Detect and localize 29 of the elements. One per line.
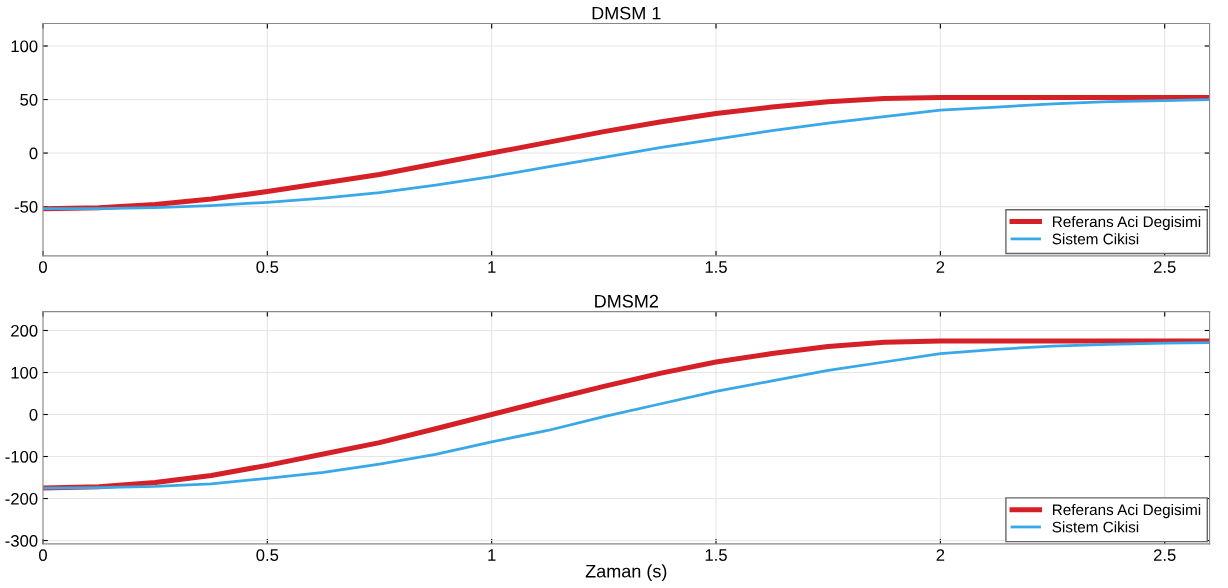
x-tick-label: 2.5 [1153, 549, 1176, 561]
x-tick-label: 0.5 [256, 549, 279, 561]
x-tick-label: 2 [936, 261, 945, 273]
legend-label: Sistem Cikisi [1052, 233, 1139, 245]
y-tick-label: 0 [29, 408, 38, 421]
y-tick-label: -300 [5, 534, 38, 547]
x-tick-label: 2 [936, 549, 945, 561]
chart-title: DMSM 1 [592, 6, 661, 20]
y-tick-label: -50 [14, 200, 38, 213]
x-tick-label: 1.5 [705, 261, 727, 273]
y-tick-label: 100 [11, 366, 38, 379]
x-tick-label: 1.5 [705, 549, 727, 561]
x-tick-label: 0 [39, 549, 47, 561]
x-tick-label: 2.5 [1153, 261, 1176, 273]
x-tick-label: 0 [39, 261, 47, 273]
x-tick-label: 0.5 [256, 261, 279, 273]
y-tick-label: 0 [29, 147, 38, 160]
chart-title: DMSM2 [595, 294, 658, 308]
legend-label: Referans Aci Degisimi [1053, 215, 1201, 231]
y-tick-label: 50 [20, 93, 38, 106]
y-tick-label: 200 [11, 324, 38, 337]
y-tick-label: -200 [5, 492, 38, 505]
x-axis-title: Zaman (s) [585, 564, 667, 582]
legend-label: Sistem Cikisi [1052, 521, 1139, 533]
legend-label: Referans Aci Degisimi [1053, 503, 1201, 519]
x-tick-label: 1 [488, 261, 496, 273]
x-tick-label: 1 [488, 549, 496, 561]
y-tick-label: -100 [5, 450, 38, 463]
y-tick-label: 100 [11, 40, 38, 53]
